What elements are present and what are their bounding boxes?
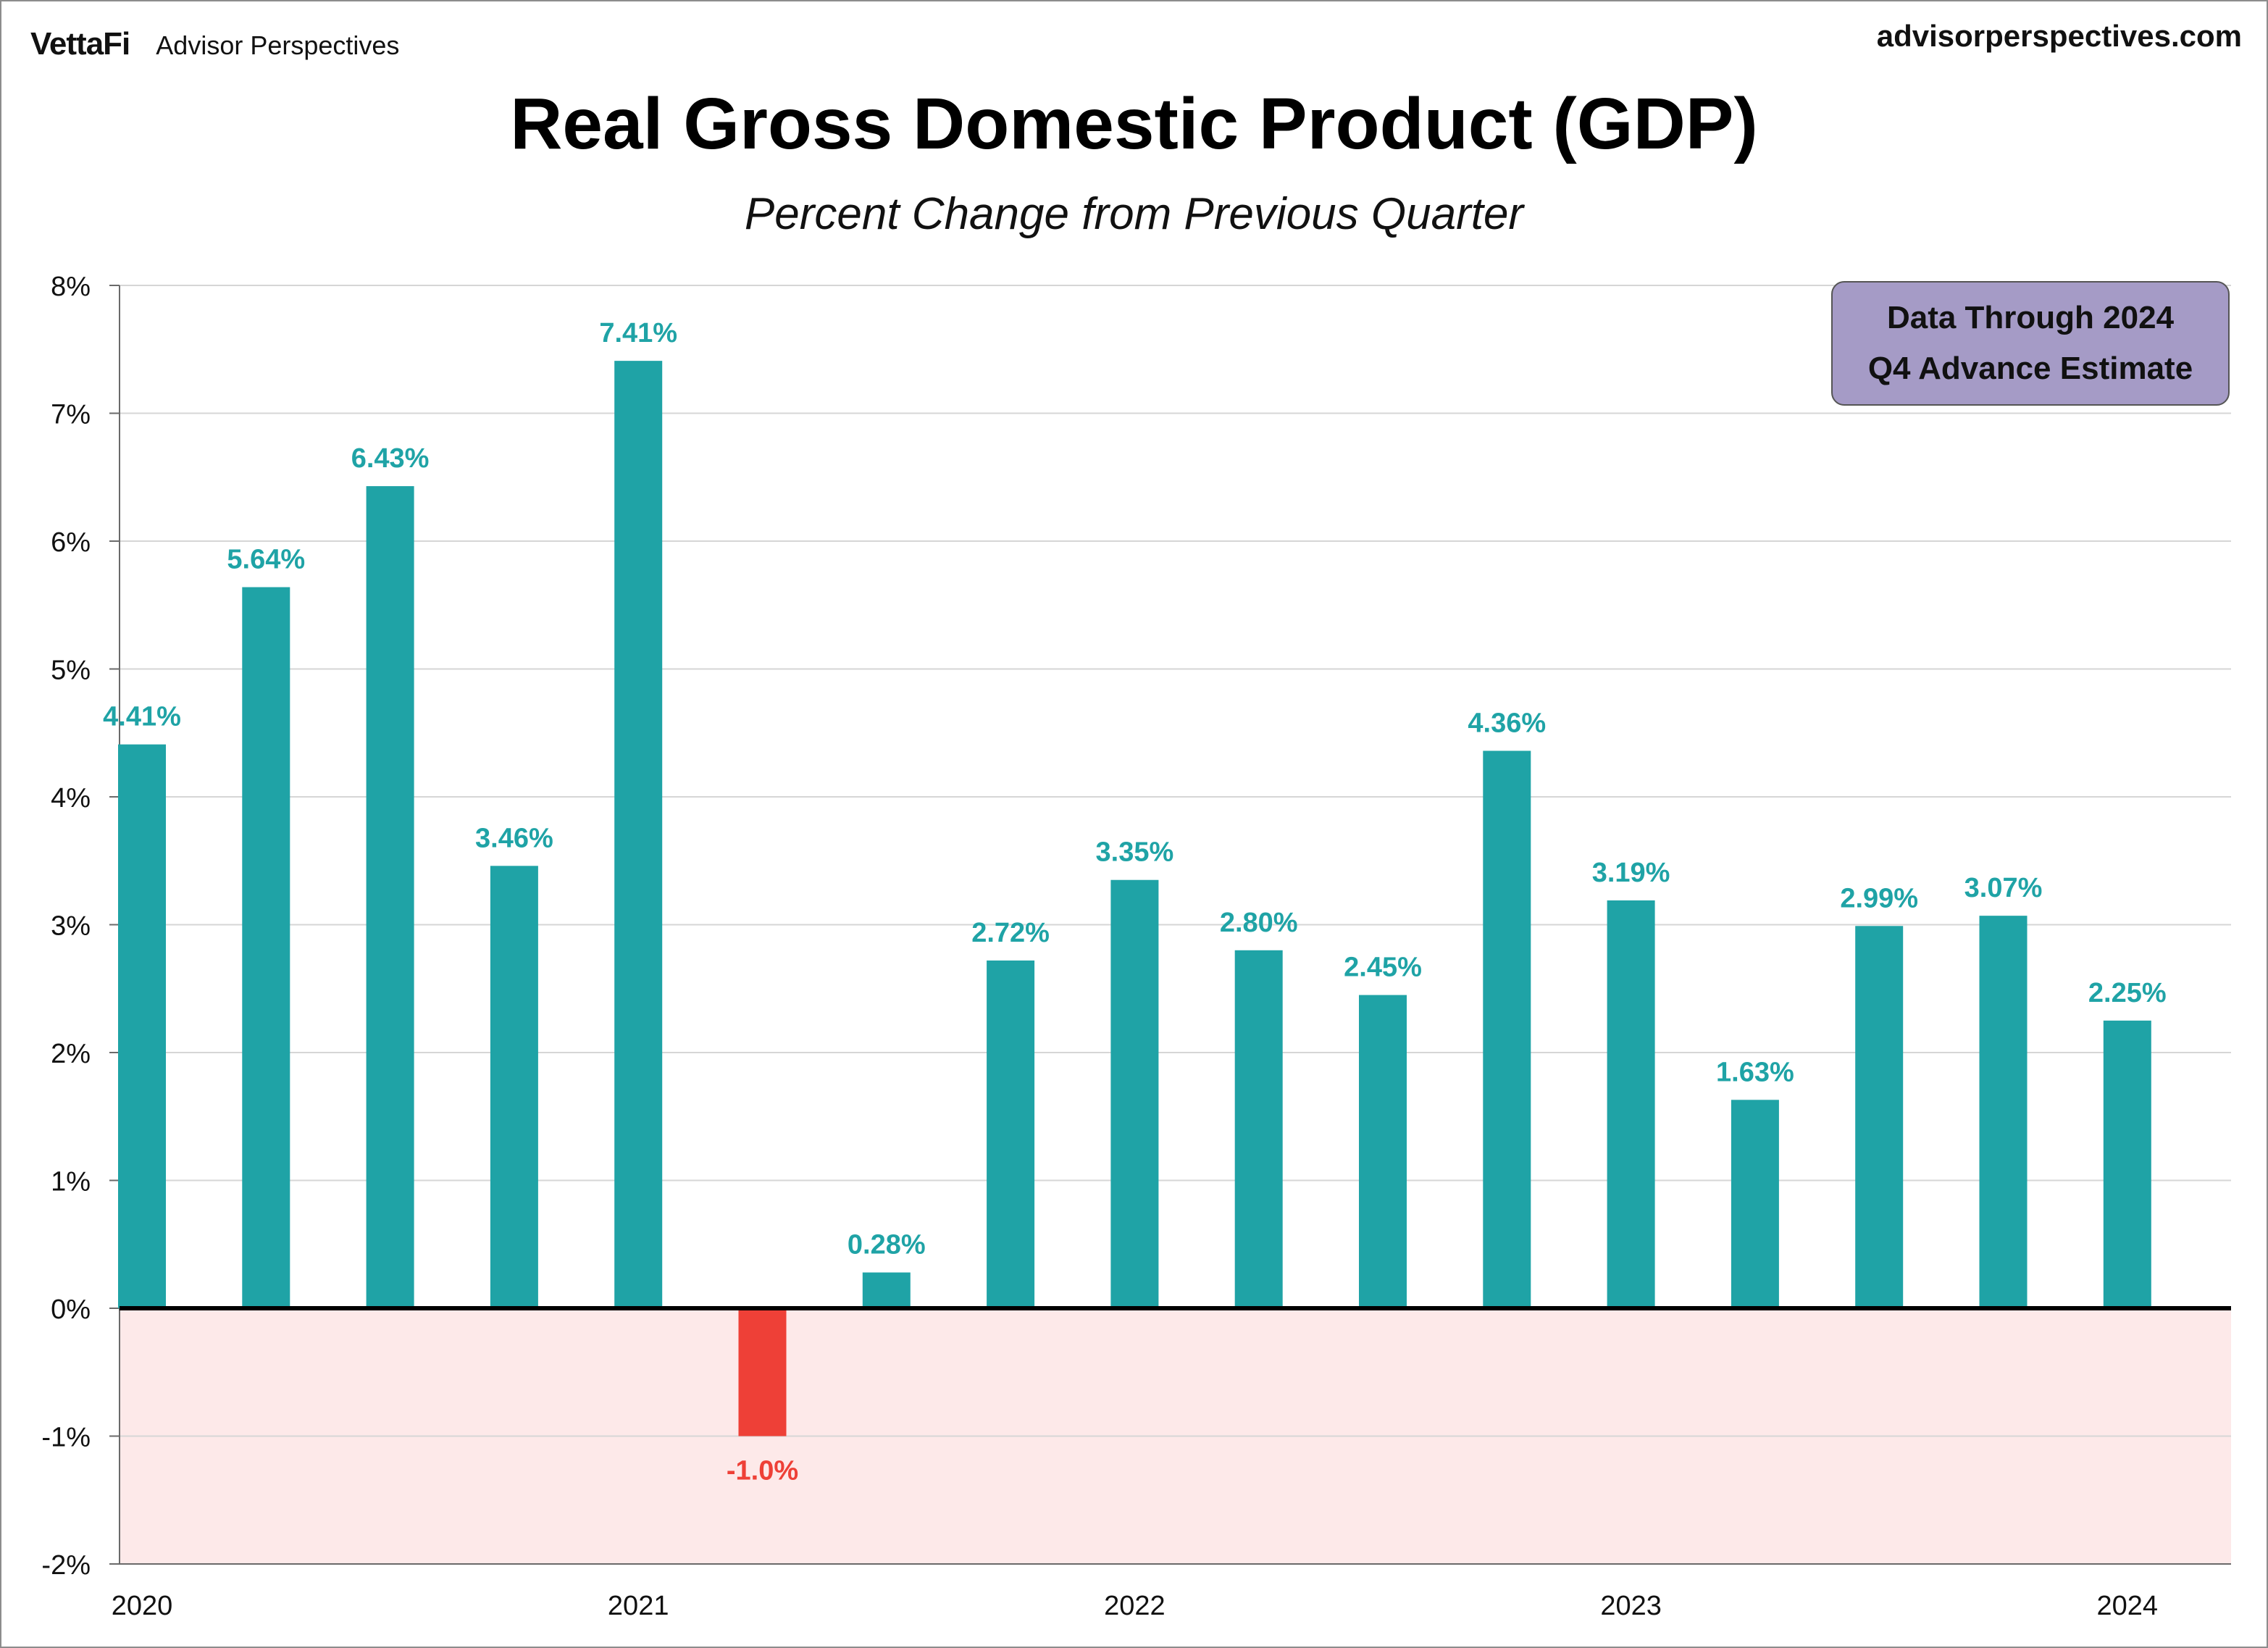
data-label: 2.72%: [971, 918, 1050, 948]
data-label: 4.36%: [1468, 708, 1546, 738]
bar: [1731, 1100, 1779, 1308]
brand-name: Advisor Perspectives: [156, 30, 400, 60]
y-tick-label: 7%: [51, 400, 91, 430]
y-tick-label: 3%: [51, 911, 91, 942]
bar: [1855, 926, 1904, 1308]
bar: [118, 744, 166, 1308]
y-tick-label: 0%: [51, 1294, 91, 1325]
data-label: 2.99%: [1840, 883, 1918, 913]
data-note-box: Data Through 2024 Q4 Advance Estimate: [1831, 281, 2230, 406]
x-tick-label: 2022: [1104, 1591, 1166, 1621]
bar: [1234, 950, 1283, 1308]
y-tick-label: 8%: [51, 272, 91, 302]
bar: [738, 1308, 787, 1436]
y-tick-label: 6%: [51, 527, 91, 558]
bar: [490, 866, 538, 1308]
data-note-line-2: Q4 Advance Estimate: [1867, 351, 2193, 386]
bar: [614, 361, 663, 1308]
bar: [2103, 1020, 2151, 1308]
data-label: 3.19%: [1592, 858, 1670, 888]
y-tick-label: 2%: [51, 1039, 91, 1069]
data-label: 3.46%: [475, 823, 553, 853]
x-tick-label: 2024: [2097, 1591, 2159, 1621]
data-label: 3.07%: [1964, 873, 2043, 903]
data-label: 0.28%: [848, 1230, 926, 1260]
bar: [366, 486, 414, 1308]
bar: [1359, 995, 1407, 1308]
chart-title: Real Gross Domestic Product (GDP): [510, 83, 1758, 164]
data-label: 3.35%: [1096, 837, 1174, 868]
x-tick-label: 2020: [112, 1591, 173, 1621]
bar: [862, 1272, 911, 1308]
data-label: 7.41%: [599, 318, 677, 348]
bar: [1110, 879, 1159, 1308]
data-label: 6.43%: [351, 443, 430, 474]
y-tick-label: -2%: [41, 1550, 91, 1581]
data-note-line-1: Data Through 2024: [1886, 300, 2175, 335]
data-label: 2.45%: [1344, 953, 1422, 983]
data-label: 4.41%: [103, 702, 181, 732]
site-url: advisorperspectives.com: [1876, 19, 2242, 53]
y-tick-label: 4%: [51, 783, 91, 813]
bar: [1979, 916, 2028, 1308]
data-label: 2.80%: [1220, 908, 1298, 938]
x-tick-label: 2023: [1600, 1591, 1662, 1621]
chart-subtitle: Percent Change from Previous Quarter: [744, 189, 1524, 239]
bar: [987, 960, 1035, 1308]
data-label: 1.63%: [1716, 1057, 1794, 1087]
y-tick-label: -1%: [41, 1423, 91, 1453]
bar: [242, 587, 290, 1308]
data-label: -1.0%: [727, 1456, 798, 1486]
bar: [1607, 900, 1655, 1308]
y-tick-label: 5%: [51, 656, 91, 686]
y-tick-label: 1%: [51, 1167, 91, 1197]
data-label: 5.64%: [227, 545, 305, 575]
brand-block: VettaFi Advisor Perspectives: [30, 26, 399, 62]
bar: [1483, 750, 1531, 1308]
data-label: 2.25%: [2088, 978, 2167, 1008]
vettafi-logo: VettaFi: [30, 26, 130, 62]
x-tick-label: 2021: [608, 1591, 669, 1621]
